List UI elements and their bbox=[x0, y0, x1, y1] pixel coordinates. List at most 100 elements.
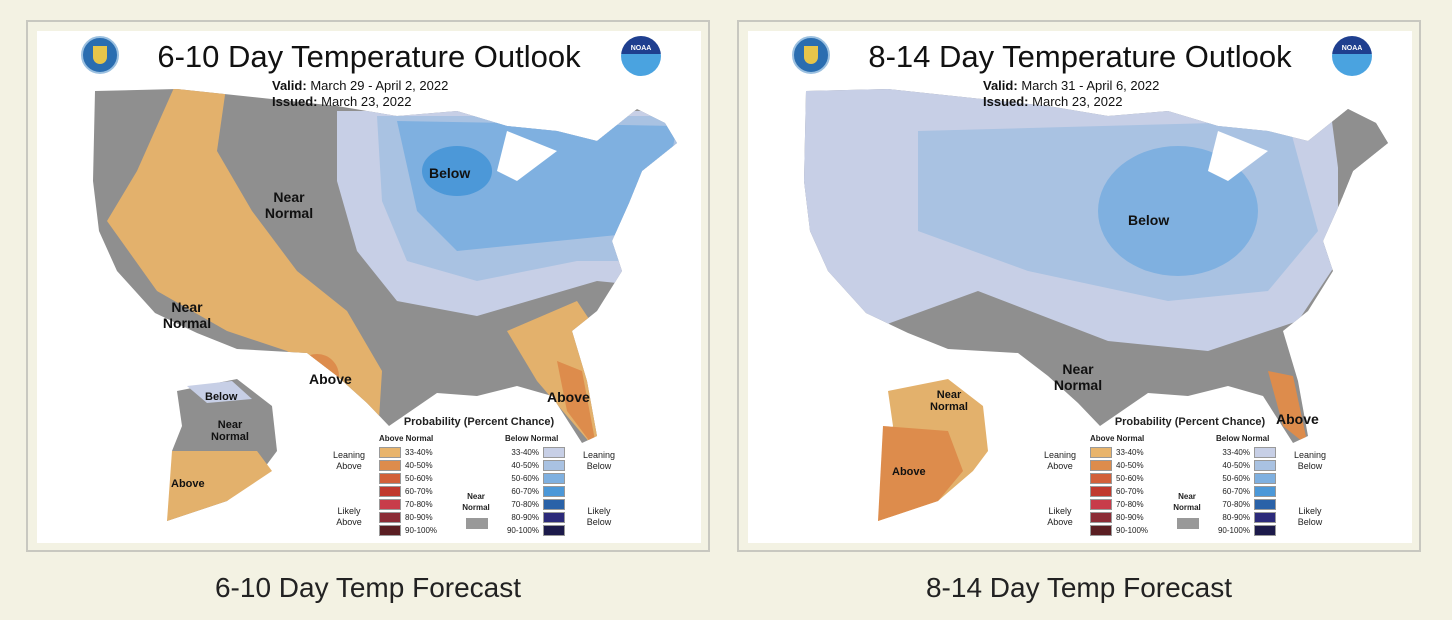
region-label: Above bbox=[171, 478, 205, 490]
valid-dates: March 31 - April 6, 2022 bbox=[1021, 78, 1160, 93]
legend-row-below: 70-80% bbox=[1216, 498, 1276, 511]
leaning-below-label: Leaning Below bbox=[582, 450, 616, 471]
legend-range: 80-90% bbox=[405, 513, 433, 522]
legend-row-above: 90-100% bbox=[379, 524, 437, 537]
near-normal-swatch bbox=[1177, 518, 1199, 529]
legend-range: 90-100% bbox=[506, 526, 539, 535]
legend-swatch bbox=[1090, 473, 1112, 484]
legend-row-below: 40-50% bbox=[1216, 459, 1276, 472]
legend-row-above: 60-70% bbox=[379, 485, 437, 498]
legend-range: 40-50% bbox=[511, 461, 539, 470]
near-normal-swatch bbox=[466, 518, 488, 529]
legend-range: 50-60% bbox=[405, 474, 433, 483]
region-label: Near Normal bbox=[211, 419, 249, 443]
legend-swatch bbox=[543, 473, 565, 484]
legend-range: 50-60% bbox=[511, 474, 539, 483]
above-column: Above Normal 33-40% 40-50% 50-60% 60-70% 70-… bbox=[1090, 434, 1148, 537]
legend-swatch bbox=[379, 525, 401, 536]
legend-swatch bbox=[543, 460, 565, 471]
legend-row-below: 60-70% bbox=[1216, 485, 1276, 498]
legend-range: 90-100% bbox=[405, 526, 438, 535]
legend-range: 33-40% bbox=[1116, 448, 1144, 457]
noaa-logo-text: NOAA bbox=[1341, 45, 1363, 52]
leaning-above-label: Leaning Above bbox=[332, 450, 366, 471]
issued-date: March 23, 2022 bbox=[321, 94, 412, 109]
outlook-card-6-10[interactable]: NOAA 6-10 Day Temperature Outlook Valid:… bbox=[26, 20, 710, 552]
region-label: Above bbox=[1276, 411, 1319, 427]
legend-row-above: 50-60% bbox=[379, 472, 437, 485]
map-title: 6-10 Day Temperature Outlook bbox=[157, 39, 581, 74]
legend-title: Probability (Percent Chance) bbox=[1114, 416, 1266, 428]
legend-row-below: 50-60% bbox=[1216, 472, 1276, 485]
legend-swatch bbox=[379, 486, 401, 497]
legend-range: 60-70% bbox=[1222, 487, 1250, 496]
map-dates: Valid: March 31 - April 6, 2022 Issued: … bbox=[983, 78, 1159, 110]
probability-legend: Probability (Percent Chance) Leaning Abo… bbox=[329, 416, 629, 536]
region-label: Above bbox=[547, 389, 590, 405]
legend-swatch bbox=[543, 525, 565, 536]
legend-row-above: 33-40% bbox=[1090, 446, 1148, 459]
us-map-8-14 bbox=[804, 89, 1388, 521]
legend-range: 33-40% bbox=[511, 448, 539, 457]
below-header: Below Normal bbox=[505, 434, 559, 443]
legend-range: 70-80% bbox=[405, 500, 433, 509]
legend-swatch bbox=[543, 486, 565, 497]
legend-swatch bbox=[379, 460, 401, 471]
likely-above-label: Likely Above bbox=[336, 506, 362, 527]
noaa-logo-text: NOAA bbox=[630, 45, 652, 52]
legend-swatch bbox=[1090, 486, 1112, 497]
legend-range: 80-90% bbox=[511, 513, 539, 522]
caption-8-14[interactable]: 8-14 Day Temp Forecast bbox=[925, 572, 1233, 603]
legend-row-below: 60-70% bbox=[505, 485, 565, 498]
legend-range: 40-50% bbox=[1116, 461, 1144, 470]
region-label: Near Normal bbox=[162, 299, 212, 331]
region-label: Below bbox=[205, 391, 238, 403]
issued-label: Issued: bbox=[983, 94, 1029, 109]
region-label: Near Normal bbox=[1053, 361, 1103, 393]
legend-range: 70-80% bbox=[1116, 500, 1144, 509]
legend-swatch bbox=[379, 473, 401, 484]
legend-range: 50-60% bbox=[1222, 474, 1250, 483]
issued-date: March 23, 2022 bbox=[1032, 94, 1123, 109]
legend-range: 60-70% bbox=[511, 487, 539, 496]
legend-swatch bbox=[1090, 460, 1112, 471]
caption-6-10[interactable]: 6-10 Day Temp Forecast bbox=[214, 572, 522, 603]
legend-swatch bbox=[1254, 460, 1276, 471]
legend-swatch bbox=[1254, 486, 1276, 497]
region-label: Above bbox=[309, 371, 352, 387]
legend-row-above: 33-40% bbox=[379, 446, 437, 459]
legend-row-above: 50-60% bbox=[1090, 472, 1148, 485]
legend-row-below: 80-90% bbox=[1216, 511, 1276, 524]
legend-range: 70-80% bbox=[1222, 500, 1250, 509]
legend-range: 60-70% bbox=[405, 487, 433, 496]
region-label: Below bbox=[1128, 212, 1170, 228]
legend-range: 40-50% bbox=[405, 461, 433, 470]
likely-below-label: Likely Below bbox=[586, 506, 612, 527]
likely-below-label: Likely Below bbox=[1297, 506, 1323, 527]
legend-range: 90-100% bbox=[1116, 526, 1149, 535]
valid-label: Valid: bbox=[983, 78, 1018, 93]
legend-range: 33-40% bbox=[405, 448, 433, 457]
legend-range: 80-90% bbox=[1222, 513, 1250, 522]
leaning-above-label: Leaning Above bbox=[1043, 450, 1077, 471]
legend-row-below: 50-60% bbox=[505, 472, 565, 485]
legend-row-below: 90-100% bbox=[505, 524, 565, 537]
doc-seal-logo bbox=[792, 36, 830, 74]
noaa-logo: NOAA bbox=[621, 36, 661, 76]
legend-swatch bbox=[1254, 525, 1276, 536]
legend-row-above: 40-50% bbox=[1090, 459, 1148, 472]
outlook-card-8-14[interactable]: NOAA 8-14 Day Temperature Outlook Valid:… bbox=[737, 20, 1421, 552]
legend-swatch bbox=[379, 512, 401, 523]
legend-row-above: 40-50% bbox=[379, 459, 437, 472]
legend-swatch bbox=[1254, 512, 1276, 523]
legend-row-above: 70-80% bbox=[1090, 498, 1148, 511]
legend-row-above: 70-80% bbox=[379, 498, 437, 511]
map-dates: Valid: March 29 - April 2, 2022 Issued: … bbox=[272, 78, 448, 110]
probability-legend: Probability (Percent Chance) Leaning Abo… bbox=[1040, 416, 1340, 536]
likely-above-label: Likely Above bbox=[1047, 506, 1073, 527]
doc-seal-logo bbox=[81, 36, 119, 74]
legend-swatch bbox=[1090, 525, 1112, 536]
legend-row-below: 80-90% bbox=[505, 511, 565, 524]
legend-range: 90-100% bbox=[1217, 526, 1250, 535]
leaning-below-label: Leaning Below bbox=[1293, 450, 1327, 471]
